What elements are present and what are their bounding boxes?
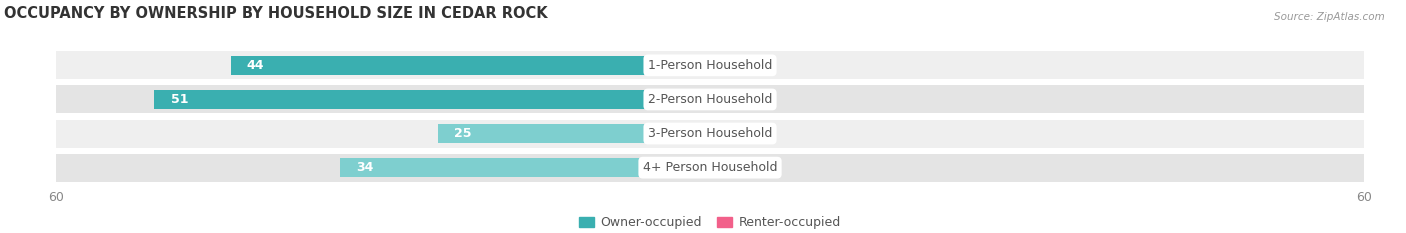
Bar: [56, 51, 1364, 79]
Text: 44: 44: [247, 59, 264, 72]
Bar: [340, 158, 710, 177]
Bar: [437, 124, 710, 143]
Bar: [710, 90, 742, 109]
Bar: [155, 90, 710, 109]
Text: 25: 25: [454, 127, 471, 140]
Text: Source: ZipAtlas.com: Source: ZipAtlas.com: [1274, 12, 1385, 22]
Bar: [56, 86, 1364, 113]
Text: 2-Person Household: 2-Person Household: [648, 93, 772, 106]
Bar: [231, 56, 710, 75]
Legend: Owner-occupied, Renter-occupied: Owner-occupied, Renter-occupied: [579, 216, 841, 229]
Text: 1-Person Household: 1-Person Household: [648, 59, 772, 72]
Text: 3: 3: [751, 127, 759, 140]
Text: OCCUPANCY BY OWNERSHIP BY HOUSEHOLD SIZE IN CEDAR ROCK: OCCUPANCY BY OWNERSHIP BY HOUSEHOLD SIZE…: [4, 7, 547, 21]
Bar: [710, 56, 754, 75]
Text: 34: 34: [356, 161, 373, 174]
Text: 3: 3: [751, 93, 759, 106]
Text: 3-Person Household: 3-Person Household: [648, 127, 772, 140]
Text: 4: 4: [762, 59, 770, 72]
Bar: [56, 120, 1364, 147]
Text: 4+ Person Household: 4+ Person Household: [643, 161, 778, 174]
Bar: [56, 154, 1364, 182]
Text: 0: 0: [718, 161, 727, 174]
Text: 51: 51: [170, 93, 188, 106]
Bar: [710, 124, 742, 143]
